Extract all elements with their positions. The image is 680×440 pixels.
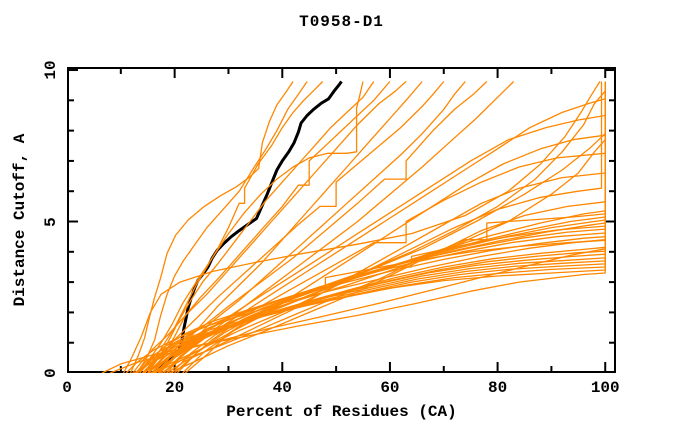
series-model-06 [152, 81, 391, 373]
series-model-10 [155, 81, 466, 373]
series-model-25 [101, 81, 606, 373]
x-tick-label: 60 [380, 379, 400, 397]
x-tick-label: 100 [590, 379, 620, 397]
series-model-30 [147, 81, 606, 373]
series-model-07 [132, 81, 407, 373]
chart-canvas [67, 67, 616, 373]
x-axis-title: Percent of Residues (CA) [226, 403, 457, 421]
series-model-09 [144, 81, 445, 373]
series-model-02 [136, 81, 308, 373]
series-model-01 [129, 81, 294, 373]
x-tick-label: 20 [165, 379, 185, 397]
series-model-44 [125, 81, 606, 373]
series-model-33 [159, 81, 606, 373]
series-model-17 [166, 81, 606, 373]
series-model-19 [169, 81, 606, 373]
series-model-43 [182, 81, 606, 373]
series-model-42 [176, 81, 606, 373]
series-model-15 [160, 81, 606, 373]
series-model-24 [122, 81, 601, 373]
y-tick-label: 10 [42, 60, 60, 80]
chart-title: T0958-D1 [299, 13, 384, 31]
series-model-38 [152, 81, 606, 373]
x-tick-label: 80 [487, 379, 508, 397]
x-tick-label: 0 [62, 379, 72, 397]
series-model-35 [136, 81, 606, 373]
series-model-04 [139, 81, 364, 373]
y-axis-title: Distance Cutoff, A [11, 133, 29, 307]
series-model-36 [141, 81, 606, 373]
y-tick-label: 5 [42, 216, 60, 227]
y-tick-label: 0 [42, 368, 60, 378]
series-model-31 [151, 81, 606, 373]
series-reference [153, 80, 343, 373]
x-tick-label: 40 [272, 379, 292, 397]
plot-border [67, 67, 616, 373]
series-model-23 [184, 81, 606, 373]
series-model-18 [150, 81, 603, 373]
series-model-11 [136, 81, 488, 373]
plot-area [67, 67, 616, 373]
